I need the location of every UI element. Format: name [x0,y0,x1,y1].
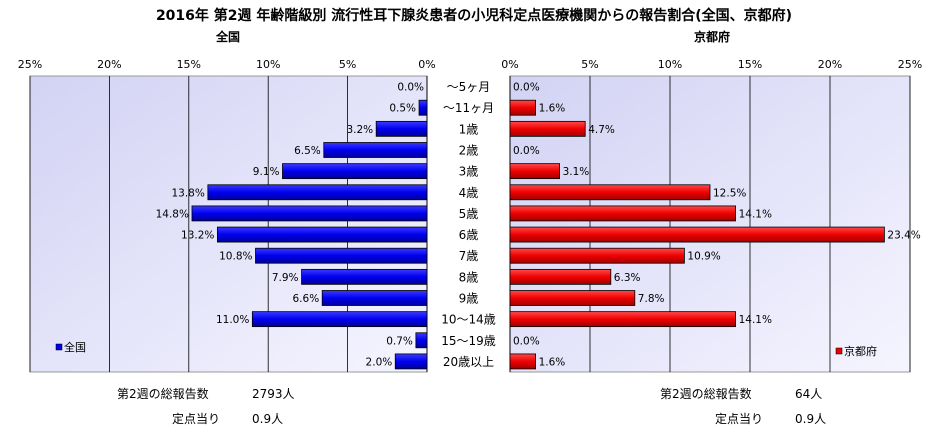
left-value-label: 0.7% [386,335,413,347]
left-tick-label: 20% [97,58,121,71]
right-value-label: 0.0% [513,82,540,94]
category-label: 6歳 [459,228,479,242]
left-bar [321,290,428,306]
right-tick-label: 0% [501,58,518,71]
right-tick-label: 10% [658,58,682,71]
category-label: 3歳 [459,165,479,179]
right-bar [509,99,537,116]
chart-title: 2016年 第2週 年齢階級別 流行性耳下腺炎患者の小児科定点医療機関からの報告… [156,7,792,24]
category-label: 9歳 [459,292,479,306]
category-label: 5歳 [459,207,479,221]
left-value-label: 7.9% [272,272,299,284]
left-bar [255,247,428,264]
right-total-label: 第2週の総報告数 [660,386,752,401]
right-panel-title: 京都府 [694,29,730,44]
left-tick-label: 10% [256,58,280,71]
category-label: 20歳以上 [443,355,494,369]
right-value-label: 0.0% [513,145,540,157]
left-value-label: 9.1% [253,166,280,178]
left-bar [301,268,428,285]
right-bar [509,290,636,306]
right-bar [509,226,885,243]
right-bar [509,268,612,285]
left-legend-swatch [55,343,63,351]
right-bar [509,353,537,370]
right-value-label: 12.5% [713,187,746,199]
right-value-label: 3.1% [563,166,590,178]
left-bar [375,120,428,137]
right-plot-area [509,75,911,373]
left-bar [418,99,428,116]
right-bar [509,163,560,180]
right-value-label: 14.1% [739,208,772,220]
category-label: 10～14歳 [441,313,496,327]
right-bar [509,184,711,201]
right-value-label: 23.4% [887,230,920,242]
left-value-label: 3.2% [346,124,373,136]
left-bar [415,332,428,349]
category-label: 8歳 [459,270,479,284]
right-tick-label: 20% [818,58,842,71]
left-bar [282,163,428,180]
left-per-site-label: 定点当り [172,411,220,426]
right-value-label: 10.9% [687,251,720,263]
left-total-label: 第2週の総報告数 [117,386,209,401]
category-label: 15～19歳 [441,334,496,348]
left-value-label: 6.6% [293,293,320,305]
left-value-label: 0.0% [397,82,424,94]
left-value-label: 2.0% [366,356,393,368]
left-bar [191,205,428,222]
right-value-label: 6.3% [614,272,641,284]
right-per-site-value: 0.9人 [795,412,826,426]
right-bar [509,205,737,222]
right-legend-swatch [835,347,843,355]
category-label: 2歳 [459,144,479,158]
right-per-site-label: 定点当り [715,411,763,426]
left-value-label: 13.8% [171,187,204,199]
right-value-label: 7.8% [638,293,665,305]
right-legend-label: 京都府 [844,344,877,358]
left-value-label: 0.5% [389,103,416,115]
right-total-value: 64人 [795,387,822,401]
right-tick-label: 25% [898,58,922,71]
right-bar [509,247,685,264]
right-tick-label: 5% [581,58,598,71]
left-plot-area [29,75,428,373]
left-value-label: 11.0% [216,314,249,326]
left-panel-title: 全国 [215,29,240,44]
left-value-label: 13.2% [181,230,214,242]
left-tick-label: 15% [177,58,201,71]
left-bar [394,353,428,370]
category-label: 4歳 [459,186,479,200]
left-bar [216,226,428,243]
category-label: ～5ヶ月 [447,80,491,94]
left-legend-label: 全国 [64,340,86,354]
left-tick-label: 5% [339,58,356,71]
left-tick-label: 0% [418,58,435,71]
left-value-label: 14.8% [156,208,189,220]
left-bar [323,142,428,158]
category-label: 7歳 [459,249,479,263]
right-value-label: 4.7% [588,124,615,136]
left-total-value: 2793人 [252,387,295,401]
left-value-label: 10.8% [219,251,252,263]
category-label: 1歳 [459,122,479,136]
right-value-label: 14.1% [739,314,772,326]
left-bar [207,184,428,201]
left-bar [251,311,428,328]
right-bar [509,120,586,137]
left-tick-label: 25% [18,58,42,71]
category-label: ～11ヶ月 [443,101,494,115]
right-tick-label: 15% [738,58,762,71]
right-value-label: 1.6% [539,103,566,115]
right-bar [509,311,737,328]
right-value-label: 1.6% [539,356,566,368]
left-per-site-value: 0.9人 [252,412,283,426]
left-value-label: 6.5% [294,145,321,157]
right-value-label: 0.0% [513,335,540,347]
